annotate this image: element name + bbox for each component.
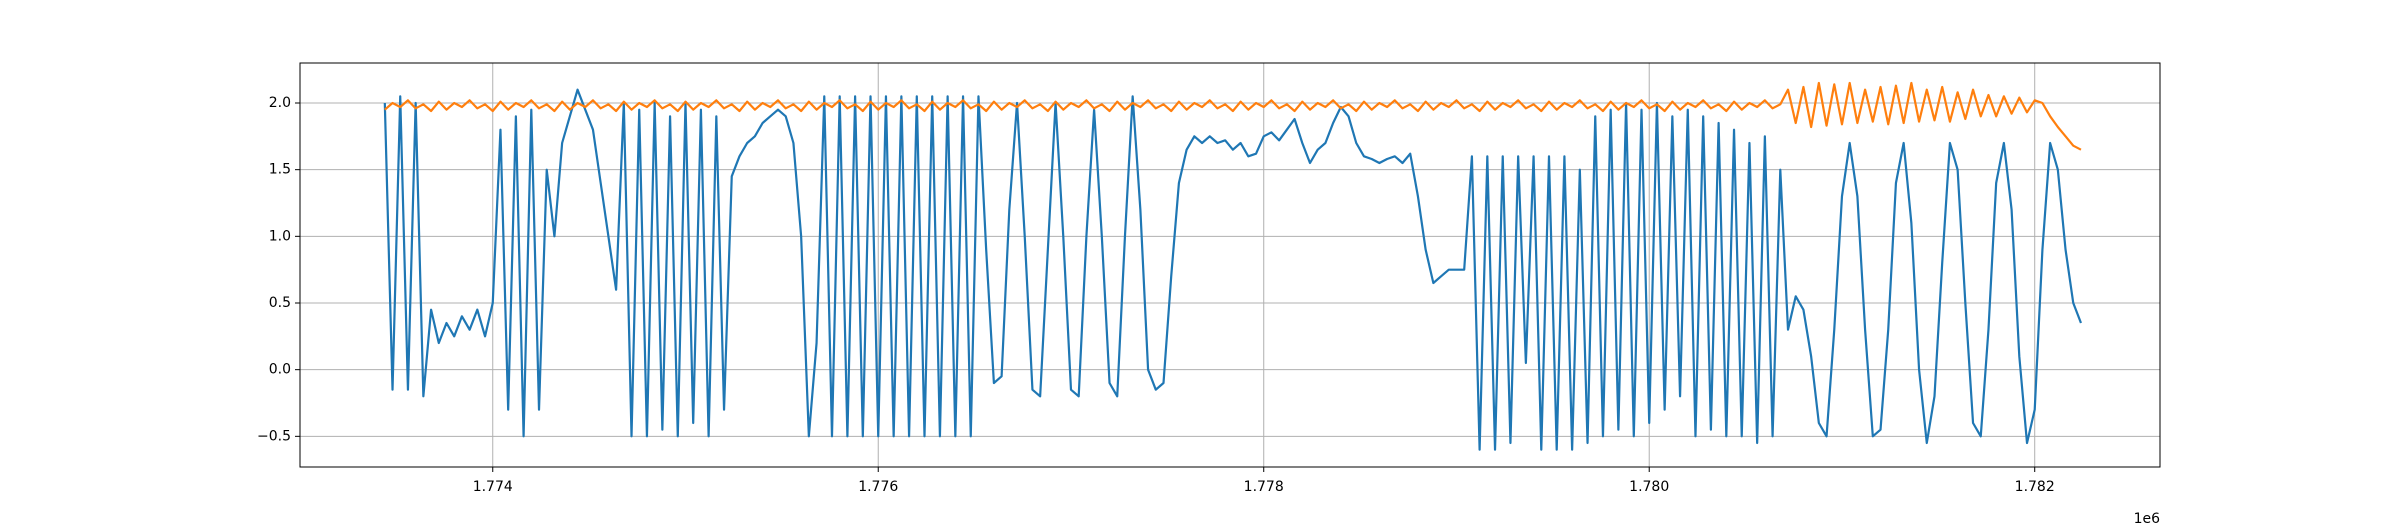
y-tick-label: 2.0 xyxy=(269,95,291,111)
series-line xyxy=(384,81,2082,151)
x-tick-label: 1.778 xyxy=(1244,479,1284,495)
y-tick-label: 0.0 xyxy=(269,362,291,378)
y-tick-label: 1.0 xyxy=(269,228,291,244)
series-line xyxy=(383,88,2082,451)
x-tick-label: 1.776 xyxy=(858,479,898,495)
y-tick-label: −0.5 xyxy=(257,428,291,444)
y-tick-label: 0.5 xyxy=(269,295,291,311)
x-tick-label: 1.774 xyxy=(473,479,513,495)
x-tick-label: 1.780 xyxy=(1629,479,1669,495)
plot-frame xyxy=(299,62,2161,468)
x-tick-label: 1.782 xyxy=(2015,479,2055,495)
y-tick-label: 1.5 xyxy=(269,162,291,178)
x-offset-label: 1e6 xyxy=(2134,511,2161,525)
